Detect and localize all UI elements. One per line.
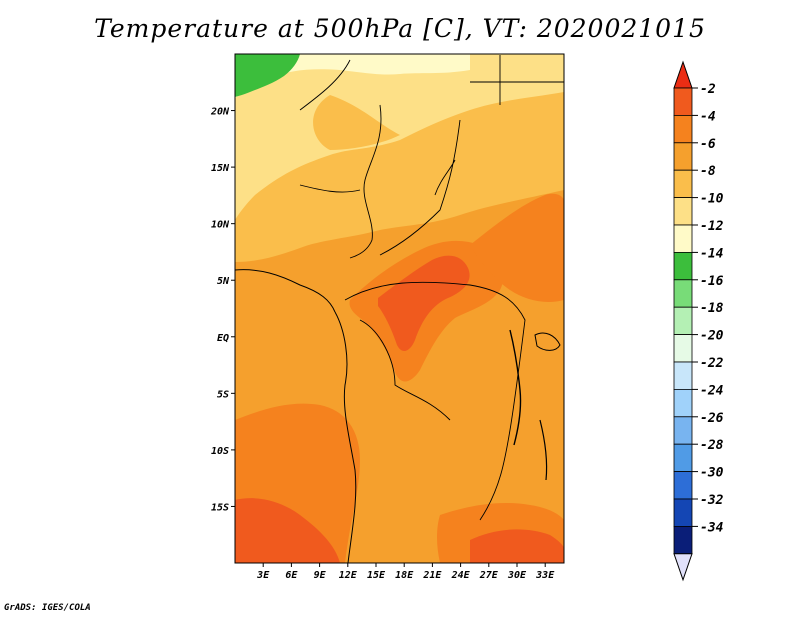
colorbar-label: -32	[700, 493, 724, 508]
longitude-axis: 3E 6E 9E 12E 15E 18E 21E 24E 27E 30E 33E	[256, 563, 555, 581]
colorbar-swatch	[673, 169, 693, 198]
lon-tick-label: 33E	[535, 570, 555, 581]
field-minus2-center	[378, 255, 470, 352]
field-minus2-southwest	[235, 498, 340, 563]
lat-tick-label: 5S	[217, 389, 229, 400]
colorbar-label: -28	[700, 438, 724, 453]
field-minus4-east	[470, 193, 564, 302]
field-minus8-patch	[313, 95, 400, 150]
lake-malawi	[539, 419, 548, 481]
colorbar-label: -6	[700, 137, 716, 152]
colorbar-label: -26	[700, 411, 724, 426]
colorbar-label: -10	[700, 192, 724, 207]
colorbar-label: -2	[700, 82, 716, 97]
colorbar-bottom-arrow	[673, 553, 693, 582]
field-minus14-patch	[235, 54, 300, 97]
lon-tick-label: 18E	[395, 570, 414, 581]
country-borders	[299, 55, 564, 521]
lon-tick-label: 30E	[507, 570, 527, 581]
chart-title: Temperature at 500hPa [C], VT: 202002101…	[94, 14, 706, 43]
colorbar-swatch	[673, 388, 693, 418]
lake-victoria	[534, 332, 561, 351]
colorbar-swatch	[673, 142, 693, 171]
colorbar-swatch	[673, 306, 693, 336]
colorbar-label: -4	[700, 109, 716, 124]
map-frame	[234, 53, 565, 564]
colorbar-label: -24	[700, 383, 724, 398]
lat-tick-label: EQ	[217, 333, 229, 344]
colorbar-label: -34	[700, 520, 724, 535]
lon-tick-label: 24E	[451, 570, 471, 581]
grads-credit: GrADS: IGES/COLA	[4, 603, 91, 613]
temperature-field	[235, 54, 564, 563]
coastline-southwest	[334, 311, 357, 563]
colorbar-label: -12	[700, 219, 724, 234]
lon-tick-label: 15E	[367, 570, 386, 581]
colorbar-swatch	[673, 279, 693, 308]
colorbar-swatch	[673, 361, 693, 390]
lat-tick-label: 5N	[217, 276, 230, 287]
lat-tick-label: 15N	[211, 163, 230, 174]
colorbar-swatch	[673, 416, 693, 445]
lon-tick-label: 6E	[285, 570, 298, 581]
colorbar-swatch	[673, 251, 693, 281]
field-minus2-southeast	[470, 529, 564, 563]
lon-tick-label: 9E	[314, 570, 327, 581]
colorbar-swatch	[673, 471, 693, 500]
colorbar-label: -8	[700, 164, 716, 179]
colorbar-swatch	[673, 526, 693, 555]
colorbar-swatch	[673, 443, 693, 473]
colorbar-swatch	[673, 224, 693, 253]
colorbar-swatch	[673, 334, 693, 363]
lat-tick-label: 10N	[211, 220, 230, 231]
colorbar: -2 -4 -6 -8 -10 -12 -14 -16 -18 -20 -22 -24 -26 -28 -3…	[673, 60, 724, 582]
colorbar-top-arrow	[673, 60, 693, 89]
colorbar-swatch	[673, 87, 693, 116]
coastline-west-africa	[235, 269, 336, 313]
lat-tick-label: 20N	[210, 107, 230, 118]
lake-tanganyika	[509, 329, 522, 446]
lon-tick-label: 21E	[422, 570, 442, 581]
lon-tick-label: 27E	[479, 570, 499, 581]
colorbar-label: -30	[700, 466, 724, 481]
latitude-axis: 20N 15N 10N 5N EQ 5S 10S 15S	[210, 107, 235, 513]
lon-tick-label: 12E	[339, 570, 358, 581]
lat-tick-label: 15S	[211, 502, 229, 513]
colorbar-swatch	[673, 498, 693, 527]
colorbar-swatch	[673, 115, 693, 144]
colorbar-label: -18	[700, 301, 724, 316]
field-minus10-band	[235, 54, 564, 220]
colorbar-label: -22	[700, 356, 724, 371]
colorbar-label: -14	[700, 246, 724, 261]
colorbar-label: -20	[700, 329, 724, 344]
colorbar-swatch	[673, 197, 693, 226]
colorbar-label: -16	[700, 274, 724, 289]
lon-tick-label: 3E	[256, 570, 270, 581]
lat-tick-label: 10S	[211, 446, 229, 457]
